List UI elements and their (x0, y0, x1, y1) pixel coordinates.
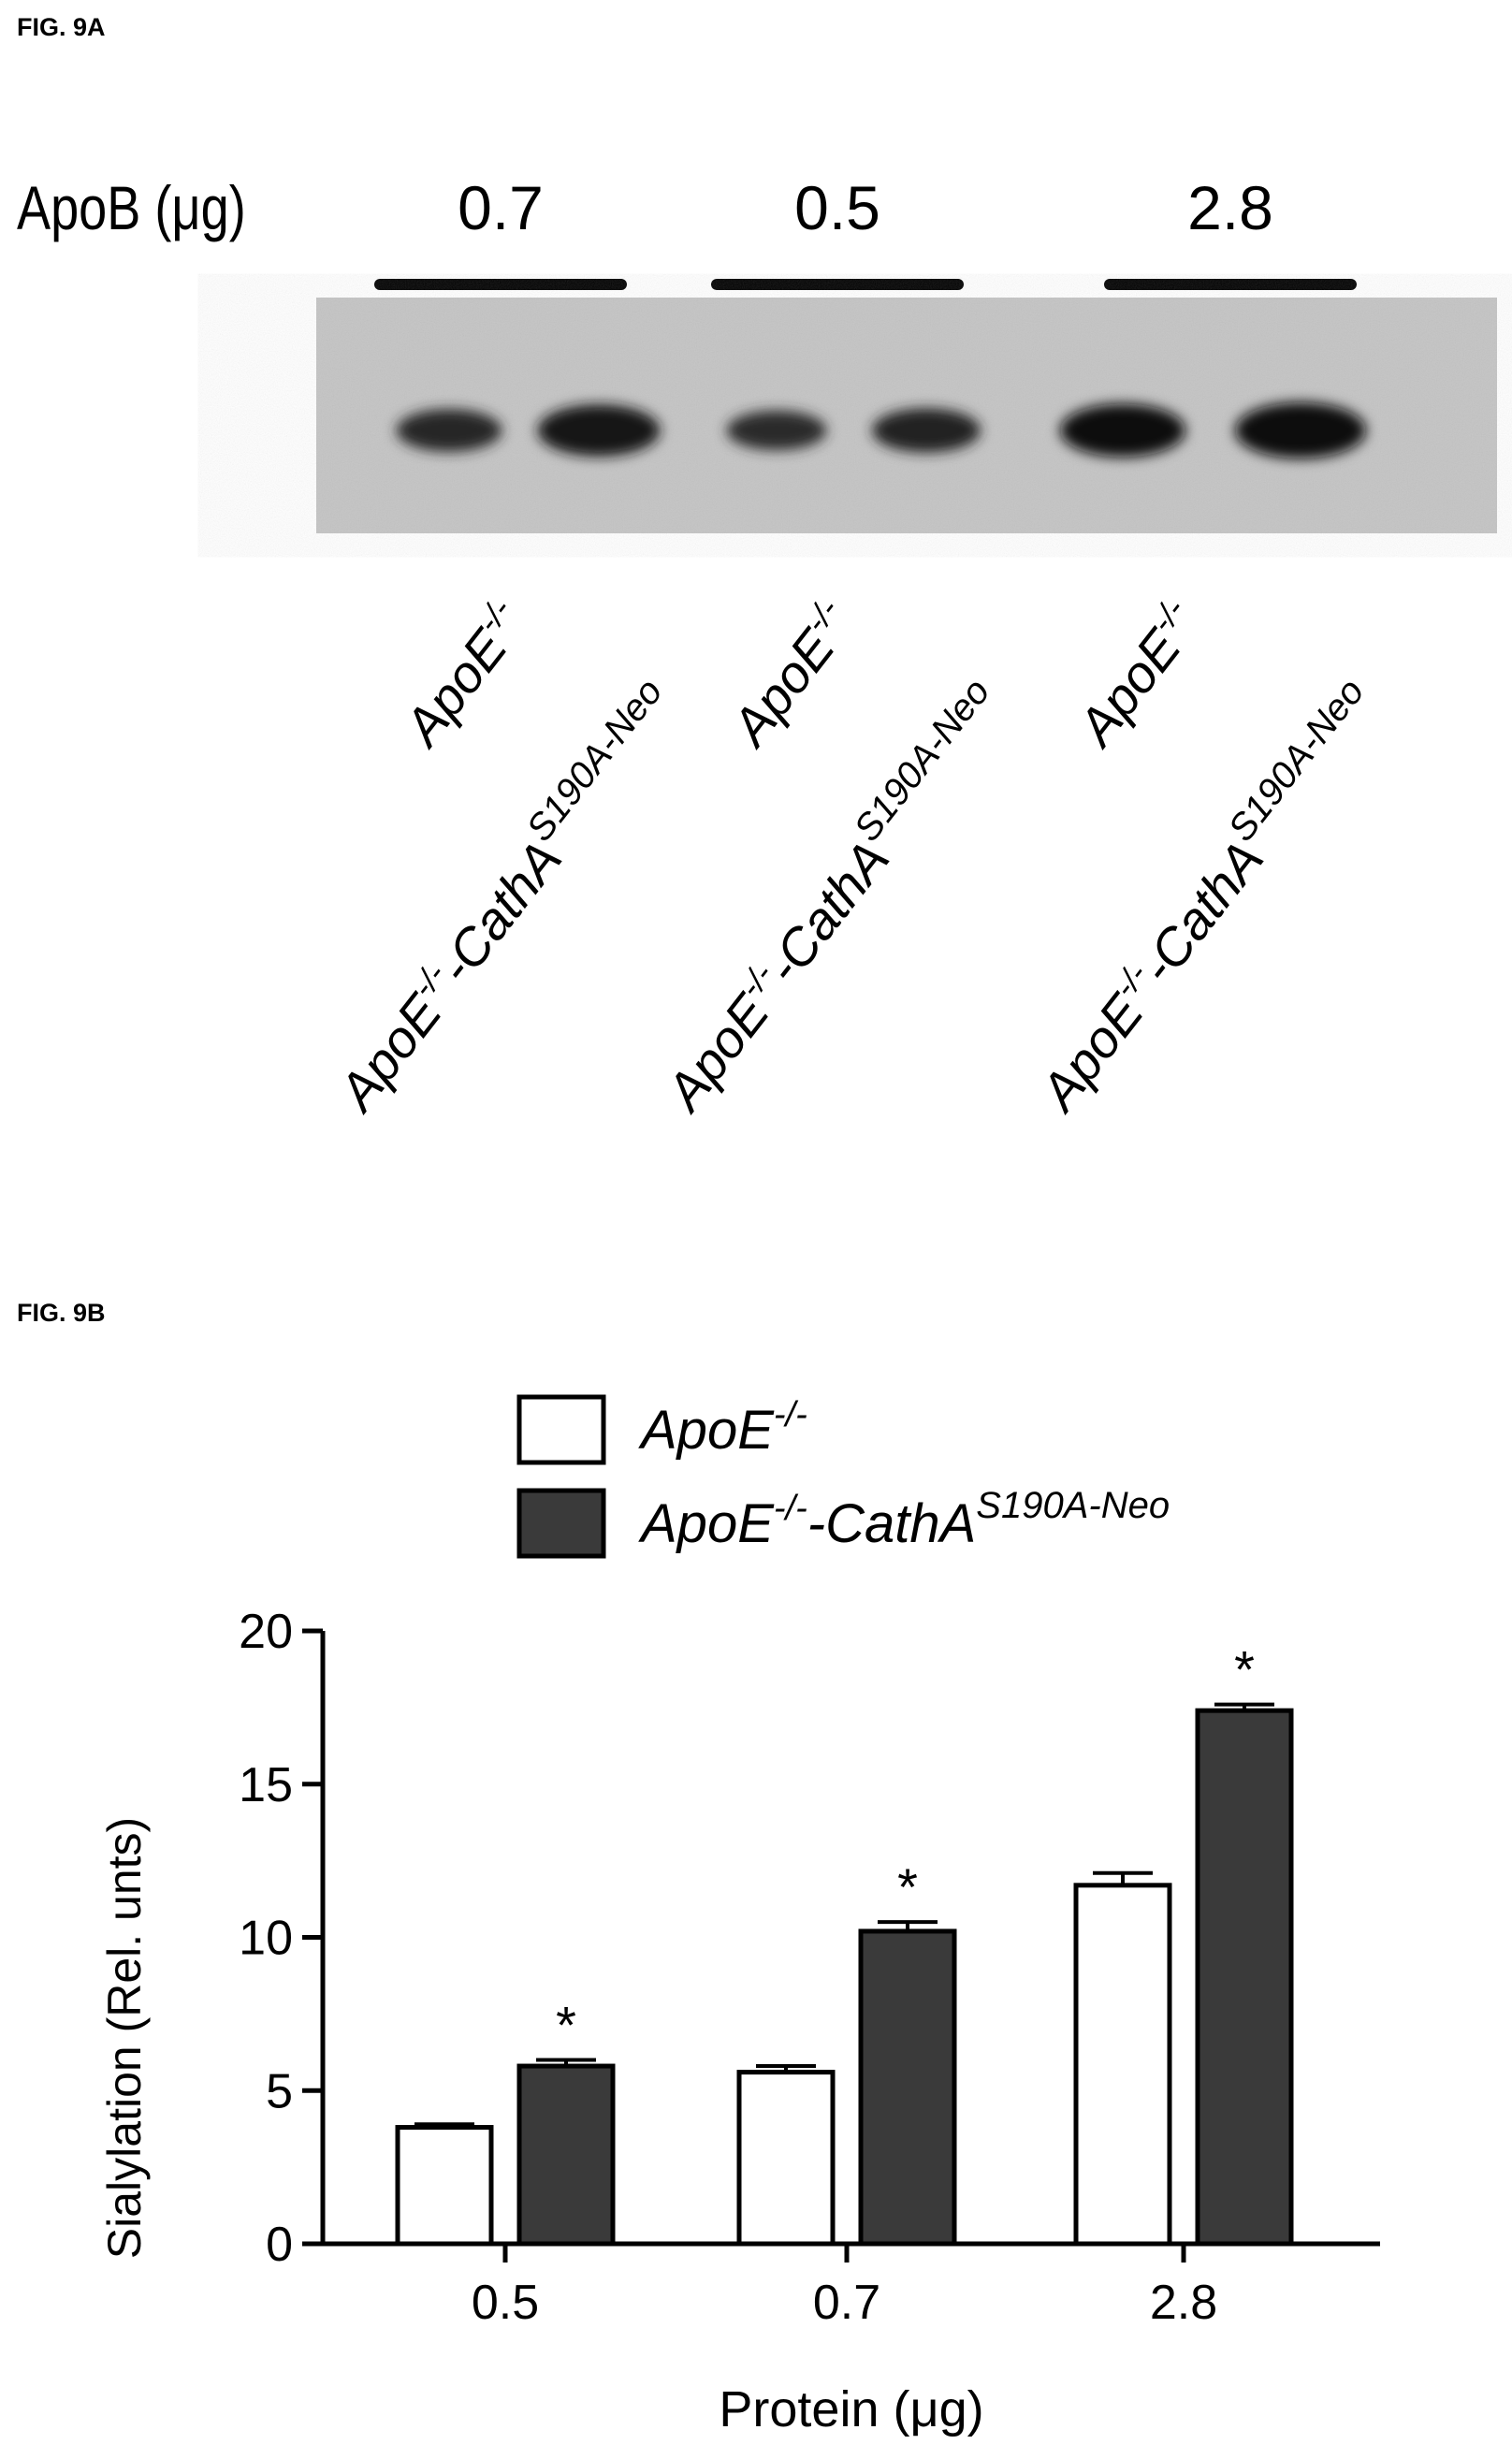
bar-chart: ApoE-/- ApoE-/--CathAS190A-Neo 0 5 10 15 20 0.… (98, 1394, 1380, 2437)
apob-amount-1: 0.5 (794, 173, 880, 242)
chart-legend: ApoE-/- ApoE-/--CathAS190A-Neo (516, 1394, 1170, 1559)
group-bracket-1 (711, 279, 964, 290)
legend-swatch-0 (516, 1394, 606, 1465)
lane-label-wt: ApoE-/- (1062, 590, 1212, 757)
bar-apoe-0.7 (736, 2070, 836, 2247)
blot-groups: 0.7 0.5 2.8 (374, 173, 1357, 290)
y-tick-label: 0 (266, 2218, 293, 2272)
blot-band (726, 410, 827, 451)
y-tick-label: 5 (266, 2064, 293, 2118)
apob-row-label: ApoB (μg) (17, 173, 246, 242)
legend-swatch-1 (516, 1488, 606, 1559)
apob-amount-0: 0.7 (458, 173, 544, 242)
x-tick-label: 2.8 (1150, 2276, 1217, 2330)
blot-band (1235, 402, 1366, 458)
x-axis-label: Protein (μg) (719, 2381, 983, 2437)
y-tick-label: 20 (239, 1605, 293, 1659)
significance-marker: * (897, 1857, 918, 1916)
lane-label-mutant: ApoE-/--CathAS190A-Neo (1020, 671, 1393, 1122)
fig-9a-label: FIG. 9A (17, 13, 106, 41)
blot-lane-labels: ApoE-/-ApoE-/--CathAS190A-Neo ApoE-/-ApoE… (318, 590, 1393, 1122)
group-bracket-2 (1104, 279, 1357, 290)
significance-marker: * (1234, 1640, 1255, 1699)
fig-9b-label: FIG. 9B (17, 1299, 106, 1327)
blot-band (1060, 403, 1185, 458)
y-tick-label: 10 (239, 1912, 293, 1966)
blot-band (872, 408, 981, 453)
chart-bars: * * * (395, 1640, 1294, 2247)
y-tick-label: 15 (239, 1758, 293, 1812)
y-axis-label: Sialylation (Rel. unts) (98, 1817, 151, 2259)
blot-band (396, 409, 502, 452)
significance-marker: * (556, 1996, 576, 2055)
bar-apoe-catha-0.5 (516, 2063, 616, 2247)
lane-label-wt: ApoE-/- (388, 590, 538, 757)
legend-label-1: ApoE-/--CathAS190A-Neo (638, 1485, 1170, 1554)
blot-bands (396, 402, 1366, 458)
legend-label-0: ApoE-/- (638, 1395, 807, 1461)
bar-apoe-catha-2.8 (1195, 1708, 1294, 2247)
x-tick-label: 0.5 (472, 2276, 539, 2330)
lane-label-mutant: ApoE-/--CathAS190A-Neo (646, 671, 1019, 1122)
blot-band (537, 404, 661, 457)
bar-apoe-0.5 (395, 2125, 494, 2247)
x-tick-label: 0.7 (813, 2276, 880, 2330)
bar-apoe-2.8 (1073, 1883, 1172, 2247)
apob-amount-2: 2.8 (1187, 173, 1273, 242)
lane-label-mutant: ApoE-/--CathAS190A-Neo (318, 671, 691, 1122)
chart-axes: 0 5 10 15 20 0.5 0.7 2.8 (239, 1605, 1380, 2330)
lane-label-wt: ApoE-/- (716, 590, 865, 757)
bar-apoe-catha-0.7 (858, 1928, 957, 2247)
western-blot-panel: ApoB (μg) 0.7 0.5 2.8 ApoE-/-ApoE-/--CathA… (17, 173, 1497, 1123)
group-bracket-0 (374, 279, 627, 290)
